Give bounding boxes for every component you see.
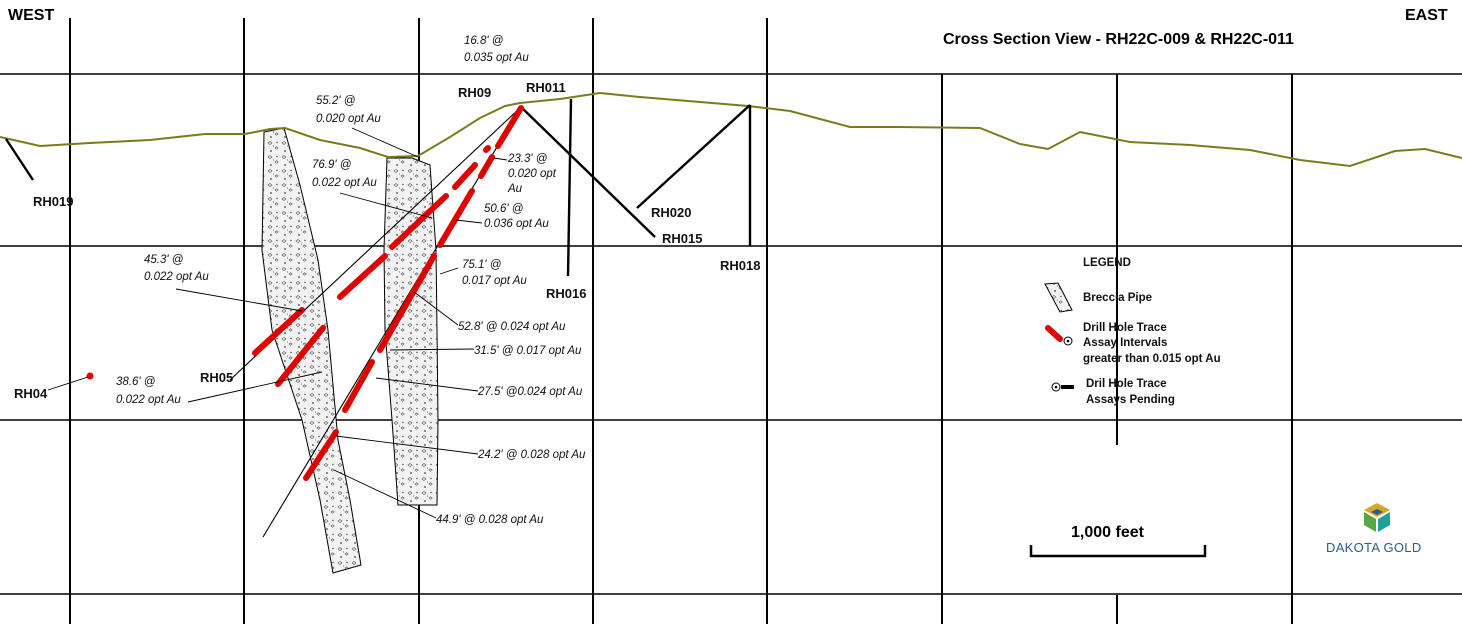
logo-cube-shade	[1371, 509, 1383, 515]
annotation-leaders	[47, 127, 508, 519]
trace-rh019	[4, 138, 35, 181]
topography-surface-line	[0, 91, 1462, 168]
logo-text: DAKOTA GOLD	[1326, 540, 1422, 555]
hole-label-rh011: RH011	[526, 80, 566, 95]
assay-rh011-e	[303, 429, 339, 481]
interval-13: 44.9' @ 0.028 opt Au	[436, 514, 544, 526]
east-label: EAST	[1405, 7, 1448, 24]
legend-assay-line3: greater than 0.015 opt Au	[1083, 353, 1221, 365]
trace-rh020	[636, 104, 751, 209]
interval-8: 52.8' @ 0.024 opt Au	[458, 321, 566, 333]
leader-i12	[335, 435, 479, 455]
interval-6-line2: 0.022 opt Au	[144, 271, 209, 283]
assay-rh011-d	[342, 359, 375, 413]
legend-assay-swatch	[1045, 325, 1063, 342]
legend-breccia-swatch	[1044, 282, 1073, 313]
interval-12: 24.2' @ 0.028 opt Au	[477, 449, 586, 461]
interval-4-line3: Au	[507, 183, 523, 195]
dakota-gold-logo: DAKOTA GOLD	[1326, 503, 1422, 555]
interval-2-line2: 0.020 opt Au	[316, 113, 381, 125]
west-label: WEST	[8, 7, 54, 24]
interval-1-line1: 16.8' @	[464, 35, 503, 47]
assay-rh09-a	[452, 162, 478, 190]
leader-i2	[351, 127, 419, 158]
assay-rh011-top	[495, 105, 524, 149]
assay-rh09-c	[337, 253, 388, 300]
legend-assay-collar-dot	[1066, 339, 1070, 343]
interval-10-line2: 0.022 opt Au	[116, 394, 181, 406]
interval-4-line1: 23.3' @	[507, 153, 547, 165]
assay-rh09-upper	[483, 145, 491, 153]
leader-i9	[389, 348, 475, 351]
drill-traces-pending	[4, 98, 752, 277]
interval-5-line1: 50.6' @	[484, 203, 523, 215]
legend-pending-line1: Dril Hole Trace	[1086, 378, 1167, 390]
interval-5-line2: 0.036 opt Au	[484, 218, 549, 230]
hole-label-rh020: RH020	[651, 205, 691, 220]
interval-11: 27.5' @0.024 opt Au	[477, 386, 583, 398]
section-title: Cross Section View - RH22C-009 & RH22C-0…	[943, 31, 1294, 48]
hole-label-rh019: RH019	[33, 194, 73, 209]
hole-label-rh018: RH018	[720, 258, 760, 273]
trace-rh011-east	[520, 106, 656, 238]
legend: LEGEND Breccia Pipe Drill Hole Trace Ass…	[1044, 257, 1221, 406]
scale-bar-line	[1029, 545, 1207, 558]
interval-10-line1: 38.6' @	[116, 376, 155, 388]
interval-7-line2: 0.017 opt Au	[462, 275, 527, 287]
interval-1-line2: 0.035 opt Au	[464, 52, 529, 64]
hole-label-rh015: RH015	[662, 231, 702, 246]
interval-7-line1: 75.1' @	[462, 259, 501, 271]
trace-rh016	[566, 98, 573, 277]
leader-i6	[175, 288, 303, 312]
leader-i11	[375, 377, 479, 392]
legend-title: LEGEND	[1083, 257, 1131, 269]
assay-rh04-point	[86, 372, 94, 380]
legend-pending-line2: Assays Pending	[1086, 394, 1175, 406]
assay-intervals	[86, 105, 524, 481]
interval-9: 31.5' @ 0.017 opt Au	[474, 345, 582, 357]
leader-i4	[493, 157, 508, 161]
hole-label-rh09: RH09	[458, 85, 491, 100]
interval-3-line1: 76.9' @	[312, 159, 351, 171]
interval-4-line2: 0.020 opt	[508, 168, 557, 180]
assay-rh011-b	[437, 188, 475, 248]
leader-i13	[333, 469, 437, 519]
legend-pending-collar-dot	[1054, 385, 1058, 389]
hole-labels: RH019 RH09 RH011 RH016 RH020 RH015 RH018…	[14, 80, 760, 401]
logo-cube-right	[1378, 512, 1390, 532]
assay-rh09-b	[389, 193, 449, 250]
section-grid	[0, 18, 1462, 624]
legend-assay-line2: Assay Intervals	[1083, 337, 1167, 349]
interval-6-line1: 45.3' @	[144, 254, 183, 266]
legend-assay-line1: Drill Hole Trace	[1083, 322, 1167, 334]
hole-label-rh05: RH05	[200, 370, 233, 385]
trace-rh011-full	[262, 106, 522, 538]
scale-bar: 1,000 feet	[1029, 524, 1207, 558]
assay-rh05-a	[275, 325, 326, 387]
logo-cube-left	[1364, 512, 1376, 532]
leader-i10	[187, 371, 323, 403]
assay-rh011-a	[478, 154, 495, 179]
interval-annotations: 16.8' @ 0.035 opt Au 55.2' @ 0.020 opt A…	[116, 35, 586, 526]
assay-rh09-d	[252, 307, 305, 356]
legend-breccia-label: Breccia Pipe	[1083, 292, 1152, 304]
leader-i7	[439, 267, 459, 275]
interval-3-line2: 0.022 opt Au	[312, 177, 377, 189]
breccia-pipe-west	[261, 127, 362, 574]
leader-i8	[413, 291, 459, 326]
leader-i3	[339, 192, 433, 219]
interval-2-line1: 55.2' @	[316, 95, 355, 107]
assay-rh011-c	[377, 253, 437, 353]
scale-bar-label: 1,000 feet	[1071, 524, 1145, 541]
hole-label-rh04: RH04	[14, 386, 48, 401]
hole-label-rh016: RH016	[546, 286, 586, 301]
leader-i5	[455, 219, 483, 224]
leader-rh04	[47, 376, 89, 391]
